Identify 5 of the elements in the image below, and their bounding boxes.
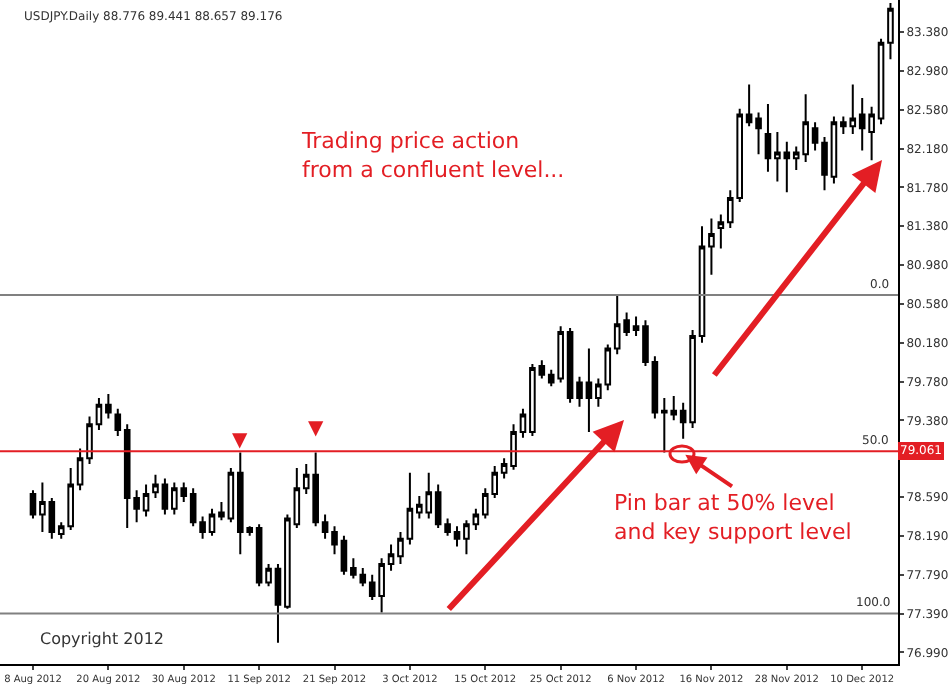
annotation: ▼	[232, 430, 248, 452]
annotation: Pin bar at 50% level and key support level	[614, 490, 852, 545]
annotation: Copyright 2012	[40, 630, 164, 648]
annotation: ▼	[308, 418, 324, 440]
annotation: Trading price action from a confluent level...	[300, 128, 565, 183]
